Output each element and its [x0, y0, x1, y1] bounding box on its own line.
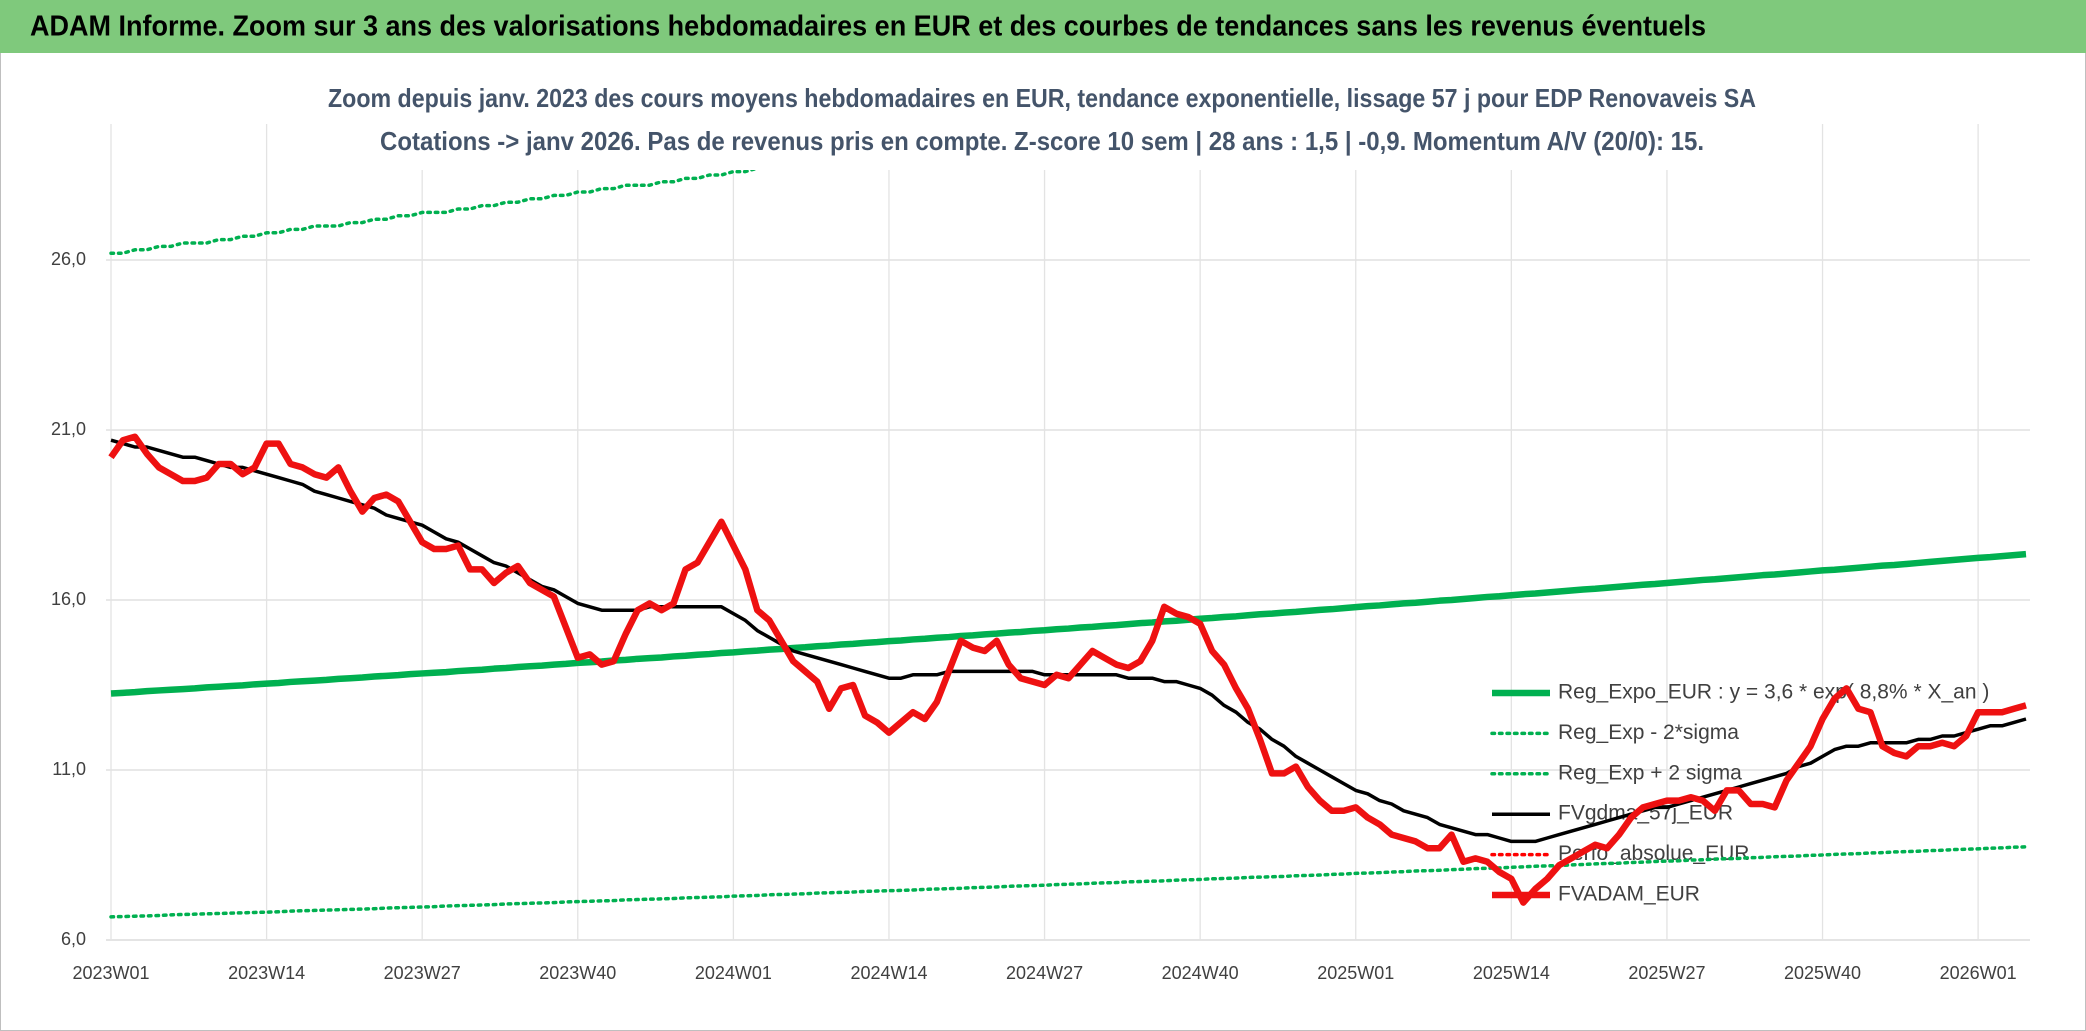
y-tick-label: 11,0 [52, 759, 86, 779]
x-tick-label: 2025W14 [1473, 963, 1550, 983]
x-tick-label: 2023W27 [384, 963, 461, 983]
x-tick-label: 2024W27 [1006, 963, 1083, 983]
y-tick-label: 21,0 [51, 419, 86, 439]
x-tick-label: 2023W40 [539, 963, 616, 983]
title-background [318, 78, 1766, 170]
y-tick-label: 6,0 [61, 929, 86, 949]
y-tick-label: 26,0 [51, 249, 86, 269]
x-tick-label: 2024W14 [850, 963, 927, 983]
legend-label: FVADAM_EUR [1558, 883, 1700, 906]
series-line [109, 124, 1087, 255]
header-band [0, 0, 2086, 53]
legend-label: Reg_Exp + 2 sigma [1558, 761, 1742, 784]
legend-label: Reg_Exp - 2*sigma [1558, 721, 1739, 744]
x-tick-label: 2023W01 [72, 963, 149, 983]
series-line [110, 550, 2027, 697]
x-tick-label: 2024W40 [1162, 963, 1239, 983]
y-tick-label: 16,0 [51, 589, 86, 609]
series-line [109, 845, 2028, 919]
plot-lines [108, 124, 2028, 919]
x-tick-label: 2025W01 [1317, 963, 1394, 983]
chart-title: Zoom depuis janv. 2023 des cours moyens … [328, 83, 1756, 113]
x-tick-label: 2026W01 [1940, 963, 2017, 983]
grid: 6,0 11,0 16,0 21,0 26,0 2023W01 2023W14 2023W27… [51, 124, 2030, 983]
x-tick-label: 2024W01 [695, 963, 772, 983]
legend-label: FVgdma_57j_EUR [1558, 802, 1733, 825]
x-tick-label: 2025W27 [1628, 963, 1705, 983]
chart-subtitle: Cotations -> janv 2026. Pas de revenus p… [380, 126, 1704, 156]
x-tick-label: 2025W40 [1784, 963, 1861, 983]
legend-label: Reg_Expo_EUR : y = 3,6 * exp( 8,8% * X_a… [1558, 681, 1989, 704]
header-title: ADAM Informe. Zoom sur 3 ans des valoris… [30, 11, 1706, 43]
x-tick-label: 2023W14 [228, 963, 305, 983]
series-line [108, 433, 2027, 906]
